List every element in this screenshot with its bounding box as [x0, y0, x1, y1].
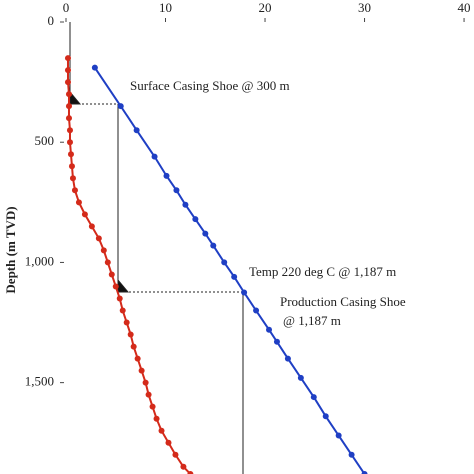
- data-point: [69, 175, 76, 182]
- data-point: [158, 427, 165, 434]
- data-point: [81, 211, 88, 218]
- data-point: [133, 127, 140, 134]
- data-point: [151, 153, 158, 160]
- data-point: [127, 331, 134, 338]
- data-point: [253, 307, 260, 314]
- data-point: [64, 67, 71, 74]
- y-tick-label: 500: [35, 133, 55, 148]
- data-point: [180, 463, 187, 470]
- data-point: [123, 319, 130, 326]
- data-point: [172, 451, 179, 458]
- data-point: [117, 103, 124, 110]
- shoe-marker: [117, 278, 130, 293]
- data-point: [64, 55, 71, 62]
- data-point: [65, 115, 72, 122]
- data-point: [266, 326, 273, 333]
- data-point: [75, 199, 82, 206]
- y-tick-label: 1,500: [25, 374, 54, 389]
- data-point: [361, 471, 368, 474]
- data-point: [187, 471, 194, 474]
- data-point: [68, 163, 75, 170]
- data-point: [65, 103, 72, 110]
- data-point: [335, 432, 342, 439]
- data-point: [71, 187, 78, 194]
- x-tick-label: 40: [458, 0, 471, 15]
- data-point: [66, 127, 73, 134]
- y-axis-label: Depth (m TVD): [3, 206, 18, 293]
- data-point: [192, 216, 199, 223]
- shoe-marker: [69, 90, 82, 105]
- data-point: [104, 259, 111, 266]
- x-tick-label: 10: [159, 0, 172, 15]
- data-point: [95, 235, 102, 242]
- data-point: [66, 139, 73, 146]
- data-point: [231, 273, 238, 280]
- data-point: [100, 247, 107, 254]
- data-point: [273, 338, 280, 345]
- data-point: [142, 379, 149, 386]
- data-point: [149, 403, 156, 410]
- data-point: [65, 91, 72, 98]
- data-point: [88, 223, 95, 230]
- casing-markers: [69, 22, 244, 474]
- data-point: [67, 151, 74, 158]
- data-point: [182, 201, 189, 208]
- data-point: [163, 172, 170, 179]
- data-point: [130, 343, 137, 350]
- annotation: Production Casing Shoe: [280, 294, 406, 309]
- x-tick-label: 30: [358, 0, 371, 15]
- data-point: [284, 355, 291, 362]
- data-point: [134, 355, 141, 362]
- annotation: Temp 220 deg C @ 1,187 m: [249, 264, 396, 279]
- data-point: [241, 289, 248, 296]
- data-point: [112, 283, 119, 290]
- annotation: @ 1,187 m: [283, 313, 341, 328]
- x-tick-label: 0: [63, 0, 70, 15]
- data-point: [297, 374, 304, 381]
- data-point: [108, 271, 115, 278]
- data-point: [91, 64, 98, 71]
- data-point: [310, 394, 317, 401]
- data-point: [348, 451, 355, 458]
- y-tick-label: 0: [48, 13, 55, 28]
- data-point: [221, 259, 228, 266]
- data-point: [119, 307, 126, 314]
- y-tick-label: 1,000: [25, 253, 54, 268]
- data-point: [202, 230, 209, 237]
- data-point: [145, 391, 152, 398]
- data-point: [138, 367, 145, 374]
- x-tick-label: 20: [259, 0, 272, 15]
- data-point: [153, 415, 160, 422]
- data-point: [64, 79, 71, 86]
- data-point: [116, 295, 123, 302]
- data-point: [322, 413, 329, 420]
- annotation: Surface Casing Shoe @ 300 m: [130, 78, 290, 93]
- data-point: [210, 242, 217, 249]
- data-point: [173, 187, 180, 194]
- data-point: [165, 439, 172, 446]
